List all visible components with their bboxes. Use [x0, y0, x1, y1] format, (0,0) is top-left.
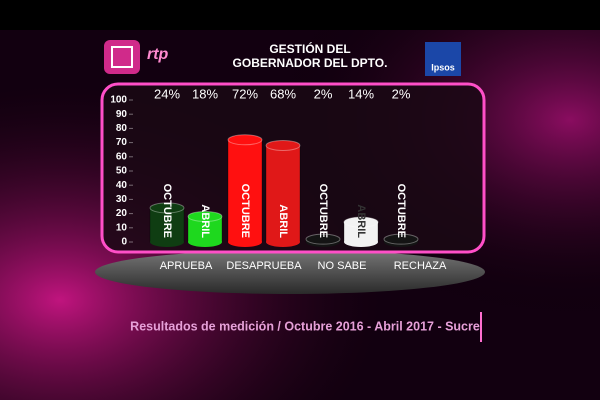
bar-base	[266, 237, 300, 247]
bar-base	[150, 237, 184, 247]
platform	[95, 250, 485, 294]
y-tick-label: 30	[116, 194, 128, 205]
bar-series-label: ABRIL	[277, 204, 289, 238]
bar-series-label: ABRIL	[199, 204, 211, 238]
bar-top	[343, 216, 379, 228]
bar	[265, 144, 301, 243]
bar	[149, 207, 185, 243]
bar-top	[187, 210, 223, 222]
value-label: 14%	[348, 86, 374, 101]
y-tick-label: 40	[116, 180, 128, 191]
y-tick-label: 70	[116, 137, 128, 148]
source-name: Ipsos	[431, 62, 455, 72]
bar-base	[228, 237, 262, 247]
bar-base	[188, 237, 222, 247]
y-tick-label: 80	[116, 123, 128, 134]
bar-base	[344, 237, 378, 247]
chart-title: GESTIÓN DEL GOBERNADOR DEL DPTO.	[232, 42, 388, 70]
bar-series-label: OCTUBRE	[239, 184, 251, 238]
y-tick-label: 90	[116, 109, 128, 120]
channel-name: rtp	[147, 46, 169, 63]
channel-logo	[104, 40, 140, 74]
bar-series-label: OCTUBRE	[395, 184, 407, 238]
x-tick-label: APRUEBA	[160, 260, 213, 272]
y-tick-label: 20	[116, 208, 128, 219]
x-tick-label: NO SABE	[318, 260, 367, 272]
top-band	[0, 0, 600, 30]
source-logo	[425, 42, 461, 76]
bar	[227, 139, 263, 243]
y-tick-label: 60	[116, 151, 128, 162]
bar-top	[227, 134, 263, 146]
x-tick-label: RECHAZA	[394, 260, 447, 272]
y-tick-label: 100	[110, 95, 127, 106]
footer: Resultados de medición / Octubre 2016 - …	[130, 319, 480, 333]
bar-series-label: OCTUBRE	[161, 184, 173, 238]
value-label: 24%	[154, 86, 180, 101]
value-label: 68%	[270, 86, 296, 101]
value-label: 18%	[192, 86, 218, 101]
value-label: 2%	[392, 86, 411, 101]
bar-series-label: ABRIL	[355, 204, 367, 238]
bar-top	[383, 233, 419, 245]
bar-top	[149, 202, 185, 214]
y-tick-label: 0	[121, 237, 127, 248]
value-label: 2%	[314, 86, 333, 101]
y-tick-label: 50	[116, 166, 128, 177]
bar-top	[265, 139, 301, 151]
x-tick-label: DESAPRUEBA	[226, 260, 302, 272]
bar-top	[305, 233, 341, 245]
logo-mark	[111, 46, 133, 68]
y-tick-label: 10	[116, 222, 128, 233]
value-label: 72%	[232, 86, 258, 101]
bar-series-label: OCTUBRE	[317, 184, 329, 238]
